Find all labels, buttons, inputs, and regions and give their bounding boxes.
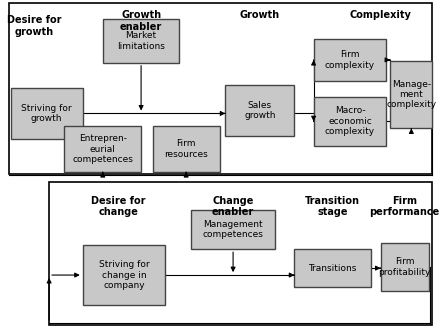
Text: Management
competences: Management competences [202, 220, 264, 239]
Bar [314, 97, 386, 146]
Bar [390, 61, 432, 128]
Text: Growth
enabler: Growth enabler [120, 10, 162, 32]
Bar [83, 245, 165, 305]
Text: Macro-
economic
complexity: Macro- economic complexity [325, 107, 375, 136]
Text: Manage-
ment
complexity: Manage- ment complexity [386, 80, 436, 110]
Text: Change
enabler: Change enabler [212, 196, 254, 217]
Bar [314, 39, 386, 81]
Text: Growth: Growth [240, 10, 280, 20]
Text: Sales
growth: Sales growth [244, 101, 276, 120]
Bar [9, 3, 432, 174]
Bar [381, 243, 429, 291]
Bar [103, 19, 179, 63]
Text: Entrepren-
eurial
competences: Entrepren- eurial competences [72, 134, 133, 164]
Bar [225, 85, 295, 136]
Text: Striving for
growth: Striving for growth [21, 104, 72, 123]
Text: Desire for
change: Desire for change [91, 196, 145, 217]
Bar [295, 249, 371, 287]
Text: Desire for
growth: Desire for growth [7, 15, 61, 37]
Text: Market
limitations: Market limitations [117, 31, 165, 51]
Bar [152, 126, 219, 172]
Text: Firm
performance: Firm performance [370, 196, 440, 217]
Text: Firm
complexity: Firm complexity [325, 50, 375, 70]
Text: Complexity: Complexity [350, 10, 412, 20]
Text: Firm
resources: Firm resources [164, 139, 208, 159]
Text: Striving for
change in
company: Striving for change in company [98, 260, 149, 290]
Bar [49, 182, 432, 325]
Text: Transition
stage: Transition stage [305, 196, 360, 217]
Bar [191, 210, 275, 249]
Bar [64, 126, 141, 172]
Text: Firm
profitability: Firm profitability [379, 257, 431, 277]
Text: Transitions: Transitions [308, 264, 357, 273]
Bar [11, 88, 83, 139]
